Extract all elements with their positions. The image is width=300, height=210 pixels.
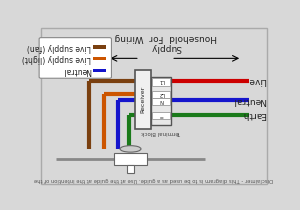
Bar	[152, 112, 170, 119]
Bar	[127, 165, 134, 173]
Ellipse shape	[120, 146, 141, 152]
Bar	[93, 45, 106, 49]
Bar	[152, 98, 170, 105]
Text: Neutral: Neutral	[63, 66, 92, 75]
Text: L2: L2	[158, 91, 164, 96]
Text: Supply: Supply	[150, 43, 181, 51]
Bar	[114, 153, 147, 165]
Bar	[93, 69, 106, 72]
Bar	[152, 77, 171, 125]
Text: Household  For  Wiring: Household For Wiring	[114, 33, 217, 42]
Bar	[93, 57, 106, 60]
FancyBboxPatch shape	[39, 38, 111, 78]
Bar	[152, 78, 170, 85]
Text: Terminal Block: Terminal Block	[141, 130, 181, 135]
Text: Live: Live	[248, 76, 266, 85]
Text: L1: L1	[158, 79, 164, 84]
Bar	[152, 91, 170, 98]
Text: Live supply (fan): Live supply (fan)	[27, 43, 92, 51]
Text: =: =	[159, 112, 164, 117]
Text: Neutral: Neutral	[233, 96, 266, 105]
Text: Live supply (light): Live supply (light)	[22, 54, 92, 63]
Bar	[135, 71, 152, 129]
Text: Receiver: Receiver	[141, 86, 146, 113]
Text: Earth: Earth	[242, 110, 266, 119]
Text: Disclaimer - This diagram is to be used as a guide. Use at the guide at the inte: Disclaimer - This diagram is to be used …	[34, 177, 273, 182]
Text: N: N	[159, 98, 163, 103]
